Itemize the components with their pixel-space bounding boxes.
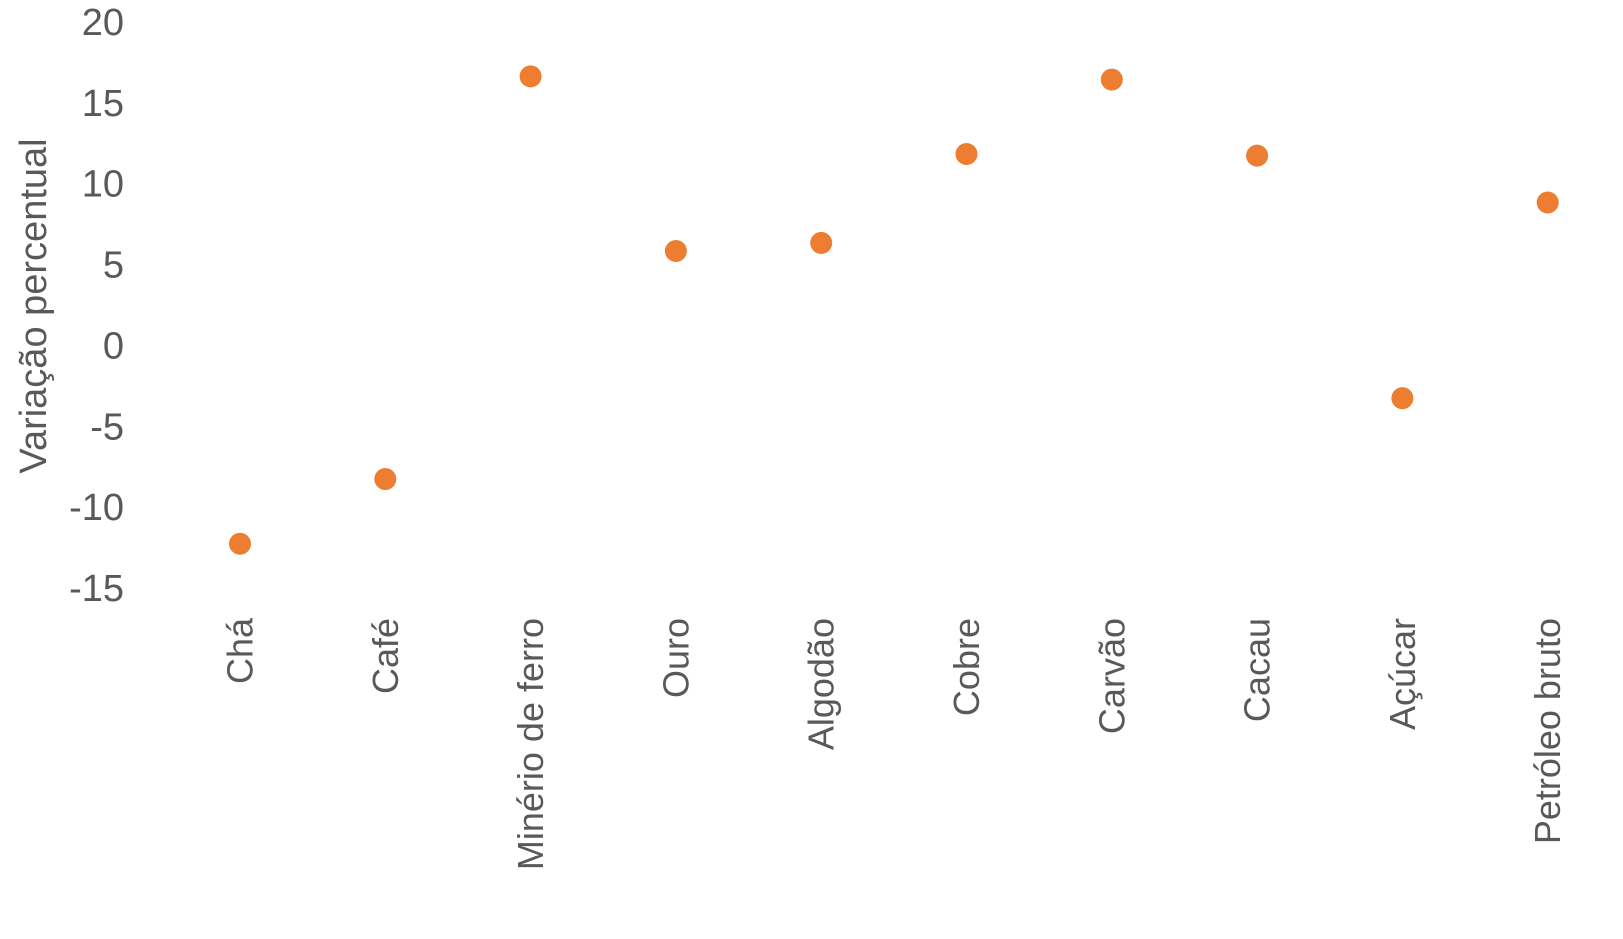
x-category-label: Algodão [801, 618, 842, 750]
x-category-label: Açúcar [1382, 618, 1423, 730]
data-point [1536, 191, 1559, 214]
x-category-label: Petróleo bruto [1527, 618, 1568, 844]
x-category-label: Cobre [946, 618, 987, 716]
x-axis-categories: Chá Café Minério de ferro Ouro Algodão Cobre C… [220, 617, 1569, 870]
x-category-label: Cacau [1237, 618, 1278, 722]
data-points [229, 65, 1559, 555]
data-point [1100, 68, 1123, 91]
y-tick-label: 15 [82, 83, 124, 125]
data-point [229, 532, 251, 555]
data-point [955, 142, 978, 165]
x-category-label: Ouro [655, 618, 696, 698]
y-tick-label: 5 [103, 245, 124, 287]
y-tick-label: 0 [103, 325, 124, 367]
x-category-label: Café [365, 618, 406, 694]
y-tick-label: -5 [90, 406, 124, 448]
x-category-label: Chá [220, 617, 261, 684]
data-point [1246, 144, 1269, 167]
y-tick-label: 20 [82, 2, 124, 44]
data-point [810, 231, 833, 254]
data-point [1391, 387, 1414, 410]
y-tick-label: -10 [69, 487, 124, 529]
y-tick-label: -15 [69, 568, 124, 610]
x-category-label: Minério de ferro [510, 618, 551, 870]
y-tick-label: 10 [82, 164, 124, 206]
data-point [519, 65, 542, 88]
x-category-label: Carvão [1091, 618, 1132, 734]
data-point [664, 240, 687, 263]
data-point [374, 468, 397, 491]
y-axis-title: Variação percentual [13, 138, 55, 473]
y-axis-ticks: 20 15 10 5 0 -5 -10 -15 [69, 2, 124, 610]
